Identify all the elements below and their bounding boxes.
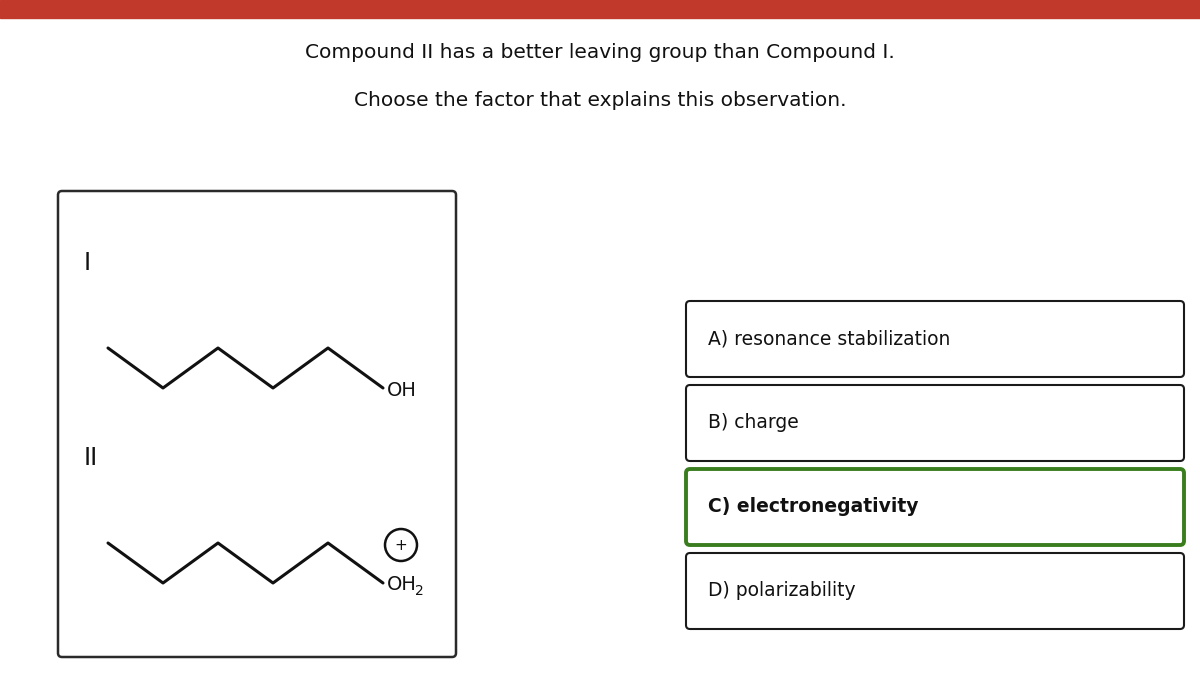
Text: II: II xyxy=(84,446,98,470)
FancyBboxPatch shape xyxy=(686,553,1184,629)
Text: Compound II has a better leaving group than Compound I.: Compound II has a better leaving group t… xyxy=(305,42,895,62)
FancyBboxPatch shape xyxy=(686,469,1184,545)
Bar xyxy=(0,0,1200,18)
FancyBboxPatch shape xyxy=(686,385,1184,461)
Text: Choose the factor that explains this observation.: Choose the factor that explains this obs… xyxy=(354,91,846,109)
Text: I: I xyxy=(84,251,91,275)
Text: OH: OH xyxy=(386,380,416,399)
Text: +: + xyxy=(395,538,407,552)
Text: A) resonance stabilization: A) resonance stabilization xyxy=(708,329,950,349)
FancyBboxPatch shape xyxy=(58,191,456,657)
Text: B) charge: B) charge xyxy=(708,414,799,432)
Text: C) electronegativity: C) electronegativity xyxy=(708,498,918,516)
Text: 2: 2 xyxy=(415,584,424,598)
FancyBboxPatch shape xyxy=(686,301,1184,377)
Text: OH: OH xyxy=(386,575,416,595)
Text: D) polarizability: D) polarizability xyxy=(708,581,856,601)
